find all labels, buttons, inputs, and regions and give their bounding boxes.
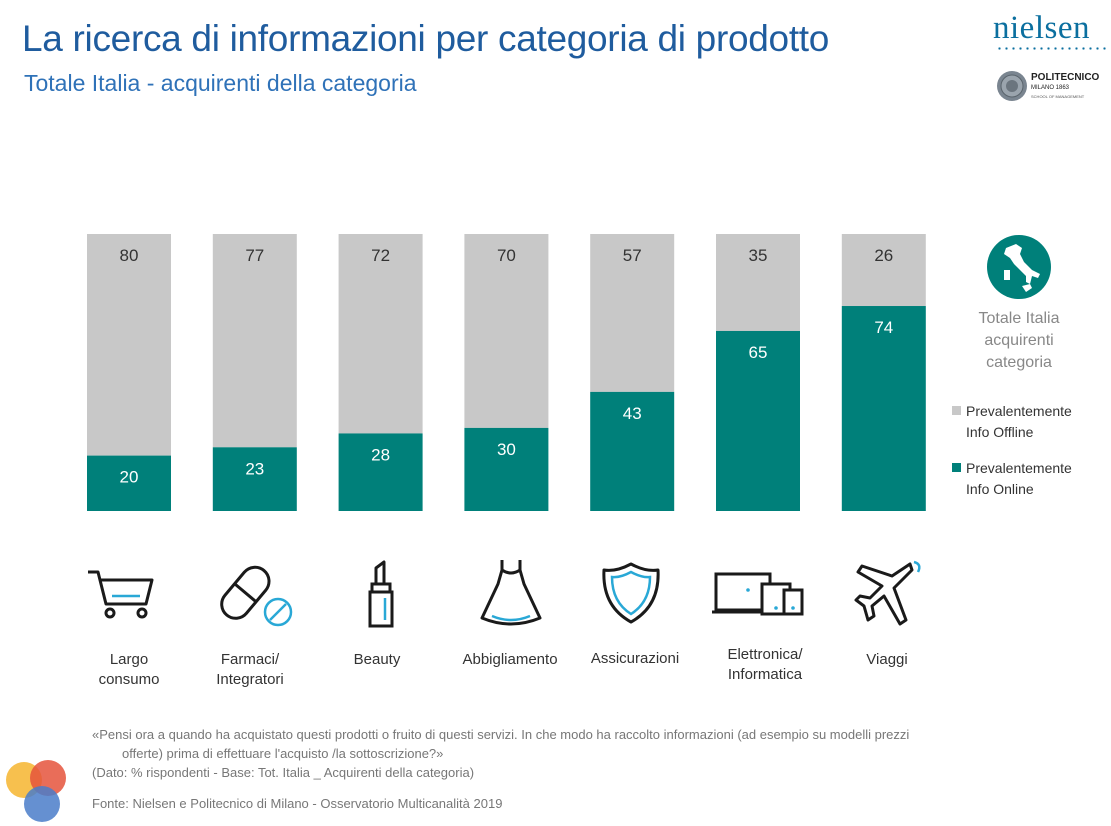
cart-icon [88,570,154,619]
bar-offline-assicurazioni [590,234,675,392]
dress-icon [480,560,542,626]
italy-map-icon [987,235,1051,299]
shield-icon [602,562,660,624]
data-label-offline-viaggi: 26 [874,246,893,265]
airplane-icon [854,560,921,626]
sidebar-title-line: categoria [986,354,1052,371]
legend-label-online: Prevalentemente Info Online [966,458,1106,500]
category-label-beauty: Beauty [302,650,452,670]
data-label-offline-largo-consumo: 80 [120,246,139,265]
category-label-farmaci: Farmaci/ Integratori [175,650,325,690]
category-label-largo-consumo: Largo consumo [54,650,204,690]
legend-swatch-online [952,463,961,472]
bar-offline-abbigliamento [464,234,549,428]
lipstick-icon [368,560,394,628]
nielsen-logo-dots [996,47,1106,50]
category-label-line: Assicurazioni [590,650,680,667]
legend-label-line: Prevalentemente [966,403,1072,419]
bar-online-farmaci-integratori [212,447,297,511]
bar-offline-largo-consumo [87,234,171,456]
sidebar-title-line: Totale Italia [978,310,1060,327]
category-label-line: Farmaci/ [220,651,280,668]
category-label-line: Beauty [353,651,401,668]
devices-icon [712,572,804,616]
sidebar-title-line: acquirenti [984,332,1054,349]
nielsen-logo: nielsen [993,10,1090,46]
category-label-line: Abbigliamento [462,651,558,668]
bar-offline-farmaci-integratori [212,234,297,448]
data-label-online-abbigliamento: 30 [497,440,516,459]
source-note: Fonte: Nielsen e Politecnico di Milano -… [92,796,503,811]
bar-online-largo-consumo [87,455,171,511]
bar-offline-viaggi [841,234,926,307]
bar-online-elettronica-informatica [716,330,800,511]
data-label-online-assicurazioni: 43 [623,404,642,423]
category-label-assicurazioni: Assicurazioni [560,649,710,669]
bar-offline-elettronica-informatica [716,234,800,331]
data-label-online-beauty: 28 [371,445,390,464]
legend-label-offline: Prevalentemente Info Offline [966,401,1106,443]
page-title: La ricerca di informazioni per categoria… [22,18,830,59]
sidebar-title: Totale Italia acquirenti categoria [958,308,1080,374]
legend-label-line: Info Online [966,481,1034,497]
bar-offline-beauty [338,234,423,434]
survey-question-line2: offerte) prima di effettuare l'acquisto … [122,746,444,761]
data-label-offline-elettronica-informatica: 35 [749,246,768,265]
bar-online-abbigliamento [464,427,549,511]
data-label-online-farmaci-integratori: 23 [245,459,264,478]
politecnico-seal-icon [997,71,1027,101]
bar-online-viaggi [841,306,926,511]
category-label-line: Largo [109,651,149,668]
data-label-online-largo-consumo: 20 [120,468,139,487]
data-label-offline-farmaci-integratori: 77 [245,246,264,265]
colored-circles-logo [6,760,66,822]
politecnico-city: MILANO 1863 [1031,85,1070,91]
category-label-line: Viaggi [866,651,908,668]
category-label-elettronica: Elettronica/ Informatica [690,645,840,685]
category-label-line: Elettronica/ [727,646,803,663]
legend-label-line: Prevalentemente [966,460,1072,476]
politecnico-logo: POLITECNICO MILANO 1863 SCHOOL OF MANAGE… [996,70,1106,104]
data-label-offline-beauty: 72 [371,246,390,265]
data-label-offline-assicurazioni: 57 [623,246,642,265]
bar-online-assicurazioni [590,391,675,511]
data-label-offline-abbigliamento: 70 [497,246,516,265]
category-label-viaggi: Viaggi [812,650,962,670]
data-label-online-elettronica-informatica: 65 [749,343,768,362]
category-label-line: Integratori [216,671,284,688]
politecnico-name: POLITECNICO [1031,72,1100,83]
category-label-line: consumo [98,671,160,688]
page-subtitle: Totale Italia - acquirenti della categor… [24,70,417,96]
survey-question-line1: «Pensi ora a quando ha acquistato questi… [92,727,910,742]
bar-online-beauty [338,433,423,511]
category-label-line: Informatica [727,666,803,683]
data-label-online-viaggi: 74 [874,318,893,337]
politecnico-school: SCHOOL OF MANAGEMENT [1031,94,1085,99]
pill-icon [220,565,293,627]
data-note: (Dato: % rispondenti - Base: Tot. Italia… [92,765,475,780]
survey-question: «Pensi ora a quando ha acquistato questi… [92,725,1082,782]
category-label-abbigliamento: Abbigliamento [435,650,585,670]
legend-label-line: Info Offline [966,424,1034,440]
legend-swatch-offline [952,406,961,415]
